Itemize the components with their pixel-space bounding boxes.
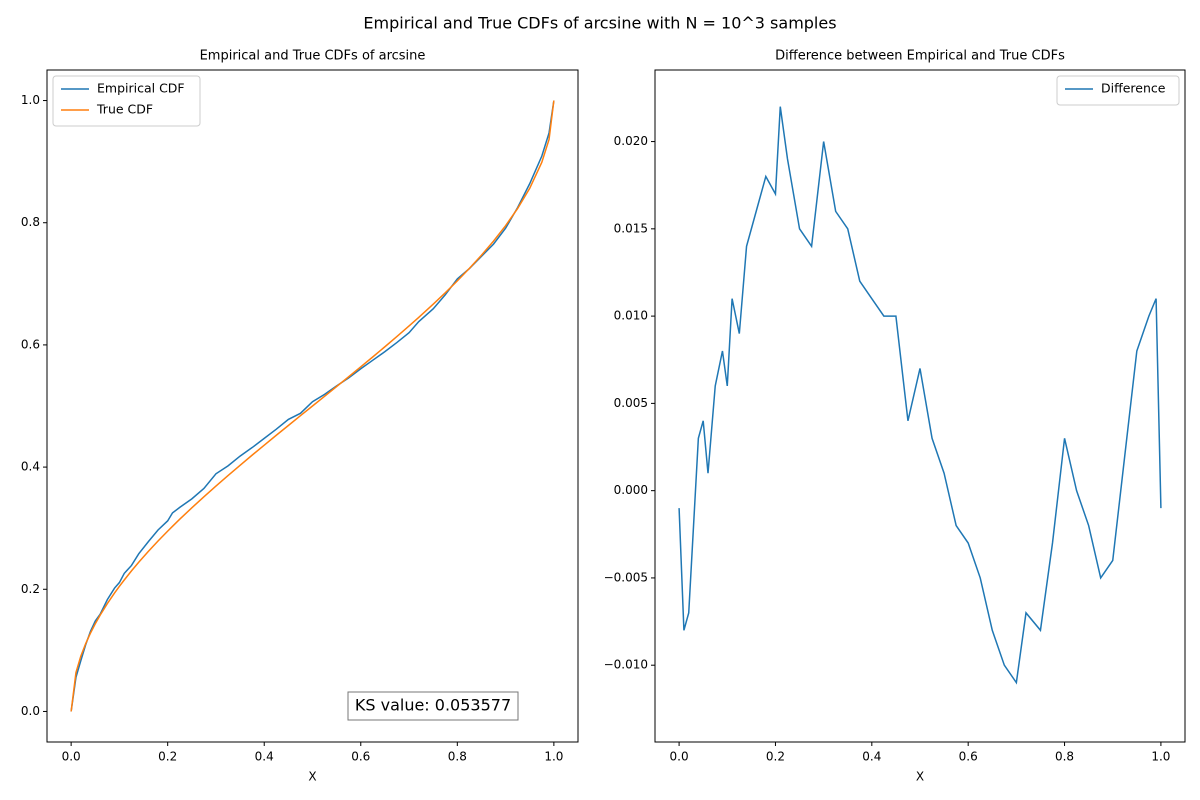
chart-title: Difference between Empirical and True CD… [775, 49, 1065, 64]
x-tick-label: 1.0 [544, 750, 563, 764]
x-tick-label: 0.6 [959, 750, 978, 764]
y-tick-label: −0.005 [604, 570, 648, 584]
x-tick-label: 0.0 [670, 750, 689, 764]
x-tick-label: 0.4 [862, 750, 881, 764]
y-tick-label: 1.0 [21, 93, 40, 107]
y-tick-label: 0.020 [614, 134, 648, 148]
x-tick-label: 0.8 [448, 750, 467, 764]
annotation-box [347, 691, 519, 721]
x-axis-title: X [916, 770, 924, 784]
figure-title: Empirical and True CDFs of arcsine with … [363, 14, 836, 33]
y-tick-label: 0.015 [614, 221, 648, 235]
plot-frame [46, 69, 579, 743]
legend-label: Empirical CDF [97, 81, 185, 96]
plot-frame [654, 69, 1186, 743]
x-tick-label: 0.2 [158, 750, 177, 764]
line-series [70, 100, 555, 712]
y-tick-label: 0.0 [21, 704, 40, 718]
x-tick-label: 0.6 [351, 750, 370, 764]
x-tick-label: 0.2 [766, 750, 785, 764]
y-tick-label: 0.8 [21, 215, 40, 229]
y-tick-label: 0.005 [614, 396, 648, 410]
x-tick-label: 0.8 [1055, 750, 1074, 764]
legend-label: True CDF [96, 102, 153, 117]
x-tick-label: 1.0 [1151, 750, 1170, 764]
chart-title: Empirical and True CDFs of arcsine [200, 49, 426, 64]
x-tick-label: 0.4 [255, 750, 274, 764]
legend-box [1056, 75, 1180, 106]
line-series [678, 106, 1162, 685]
y-tick-label: −0.010 [604, 658, 648, 672]
legend-box [52, 75, 201, 127]
y-tick-label: 0.000 [614, 483, 648, 497]
y-tick-label: 0.2 [21, 582, 40, 596]
y-tick-label: 0.4 [21, 460, 40, 474]
legend-label: Difference [1101, 81, 1166, 96]
y-tick-label: 0.6 [21, 337, 40, 351]
x-tick-label: 0.0 [62, 750, 81, 764]
annotation: KS value: 0.053577 [355, 696, 511, 715]
y-tick-label: 0.010 [614, 309, 648, 323]
x-axis-title: X [308, 770, 316, 784]
